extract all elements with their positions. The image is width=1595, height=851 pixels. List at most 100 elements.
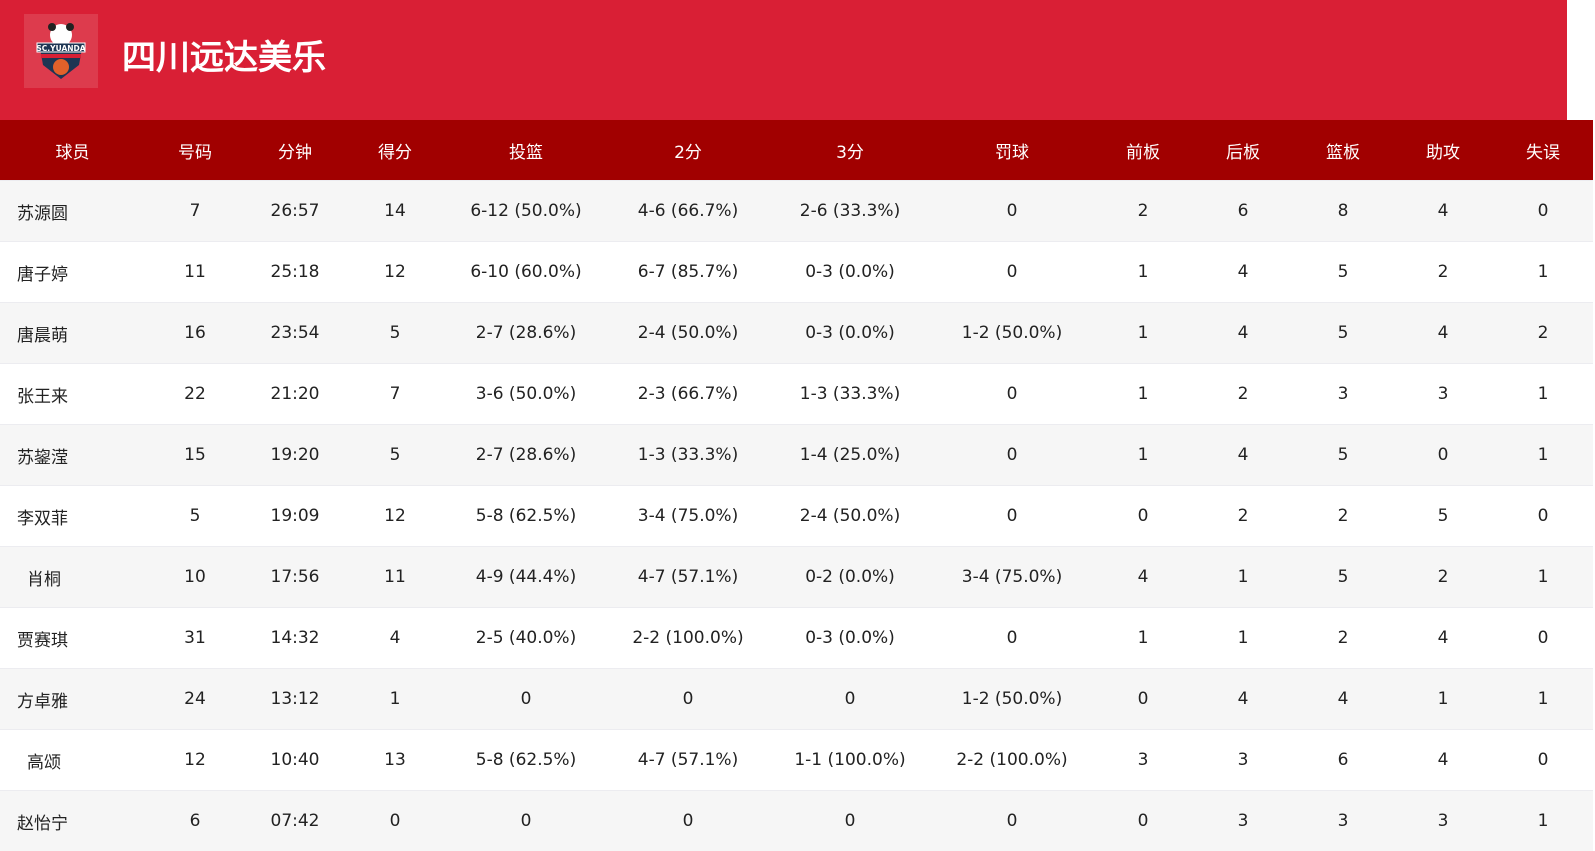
stat-cell: 6-10 (60.0%) <box>445 242 607 303</box>
stat-cell: 12 <box>345 242 445 303</box>
stat-cell: 21:20 <box>245 364 345 425</box>
stat-cell: 1 <box>1093 303 1193 364</box>
column-header: 得分 <box>345 120 445 181</box>
stat-cell: 4 <box>345 608 445 669</box>
stat-cell: 0 <box>769 669 931 730</box>
player-name: 贾赛琪 <box>0 608 145 669</box>
stat-cell: 3 <box>1193 791 1293 851</box>
stat-cell: 3 <box>1293 791 1393 851</box>
player-name: 苏鋆滢 <box>0 425 145 486</box>
stat-cell: 0 <box>1093 669 1193 730</box>
stat-cell: 14:32 <box>245 608 345 669</box>
stat-cell: 2-7 (28.6%) <box>445 425 607 486</box>
stat-cell: 6 <box>145 791 245 851</box>
stat-cell: 0-3 (0.0%) <box>769 242 931 303</box>
stat-cell: 24 <box>145 669 245 730</box>
player-name: 唐晨萌 <box>0 303 145 364</box>
stat-cell: 0-3 (0.0%) <box>769 303 931 364</box>
stat-cell: 14 <box>345 181 445 242</box>
stat-cell: 7 <box>345 364 445 425</box>
stat-cell: 1 <box>1493 364 1593 425</box>
stat-cell: 4 <box>1193 303 1293 364</box>
player-name: 苏源圆 <box>0 181 145 242</box>
stat-cell: 2-2 (100.0%) <box>607 608 769 669</box>
stat-cell: 0 <box>1093 791 1193 851</box>
stat-cell: 1 <box>1093 425 1193 486</box>
stat-cell: 2-4 (50.0%) <box>769 486 931 547</box>
stat-cell: 3-4 (75.0%) <box>607 486 769 547</box>
stat-cell: 1 <box>1393 669 1493 730</box>
stat-cell: 4 <box>1393 303 1493 364</box>
stat-cell: 4-9 (44.4%) <box>445 547 607 608</box>
stat-cell: 26:57 <box>245 181 345 242</box>
stat-cell: 4-7 (57.1%) <box>607 730 769 791</box>
player-name: 赵怡宁 <box>0 791 145 851</box>
stat-cell: 2 <box>1393 547 1493 608</box>
column-header: 球员 <box>0 120 145 181</box>
stat-cell: 3-6 (50.0%) <box>445 364 607 425</box>
stat-cell: 4 <box>1393 608 1493 669</box>
stat-cell: 4-7 (57.1%) <box>607 547 769 608</box>
stat-cell: 13 <box>345 730 445 791</box>
column-header: 2分 <box>607 120 769 181</box>
stat-cell: 1 <box>1493 242 1593 303</box>
stat-cell: 6-12 (50.0%) <box>445 181 607 242</box>
stat-cell: 0 <box>445 669 607 730</box>
stat-cell: 5 <box>145 486 245 547</box>
stat-cell: 12 <box>145 730 245 791</box>
stat-cell: 17:56 <box>245 547 345 608</box>
column-header: 投篮 <box>445 120 607 181</box>
stat-cell: 5 <box>1293 547 1393 608</box>
player-name: 高颂 <box>0 730 145 791</box>
player-name: 唐子婷 <box>0 242 145 303</box>
column-header: 后板 <box>1193 120 1293 181</box>
stat-cell: 3 <box>1193 730 1293 791</box>
stat-cell: 4 <box>1093 547 1193 608</box>
stat-cell: 6 <box>1193 181 1293 242</box>
stat-cell: 1 <box>1493 425 1593 486</box>
stat-cell: 1-2 (50.0%) <box>931 303 1093 364</box>
stat-cell: 3-4 (75.0%) <box>931 547 1093 608</box>
stat-cell: 2-7 (28.6%) <box>445 303 607 364</box>
stat-cell: 0-2 (0.0%) <box>769 547 931 608</box>
stat-cell: 1-1 (100.0%) <box>769 730 931 791</box>
column-header: 助攻 <box>1393 120 1493 181</box>
stat-cell: 8 <box>1293 181 1393 242</box>
stat-cell: 4 <box>1193 669 1293 730</box>
stat-cell: 0 <box>1493 486 1593 547</box>
stat-cell: 31 <box>145 608 245 669</box>
player-name: 张王来 <box>0 364 145 425</box>
stat-cell: 0 <box>931 364 1093 425</box>
stat-cell: 3 <box>1393 364 1493 425</box>
stat-cell: 1 <box>1493 547 1593 608</box>
stat-cell: 4 <box>1193 242 1293 303</box>
logo-text: SC.YUANDA <box>36 44 85 53</box>
column-header: 罚球 <box>931 120 1093 181</box>
stat-cell: 2 <box>1493 303 1593 364</box>
column-header: 3分 <box>769 120 931 181</box>
stat-cell: 0 <box>1493 730 1593 791</box>
stat-cell: 0 <box>931 425 1093 486</box>
stat-cell: 1 <box>1193 547 1293 608</box>
stat-cell: 6-7 (85.7%) <box>607 242 769 303</box>
stat-cell: 1-4 (25.0%) <box>769 425 931 486</box>
stat-cell: 19:09 <box>245 486 345 547</box>
stat-cell: 2 <box>1193 486 1293 547</box>
stat-cell: 3 <box>1093 730 1193 791</box>
stat-cell: 0 <box>931 608 1093 669</box>
stat-cell: 2-3 (66.7%) <box>607 364 769 425</box>
stat-cell: 15 <box>145 425 245 486</box>
stat-cell: 1-3 (33.3%) <box>607 425 769 486</box>
stat-cell: 5 <box>345 303 445 364</box>
stat-cell: 6 <box>1293 730 1393 791</box>
stat-cell: 0 <box>931 181 1093 242</box>
column-header: 分钟 <box>245 120 345 181</box>
